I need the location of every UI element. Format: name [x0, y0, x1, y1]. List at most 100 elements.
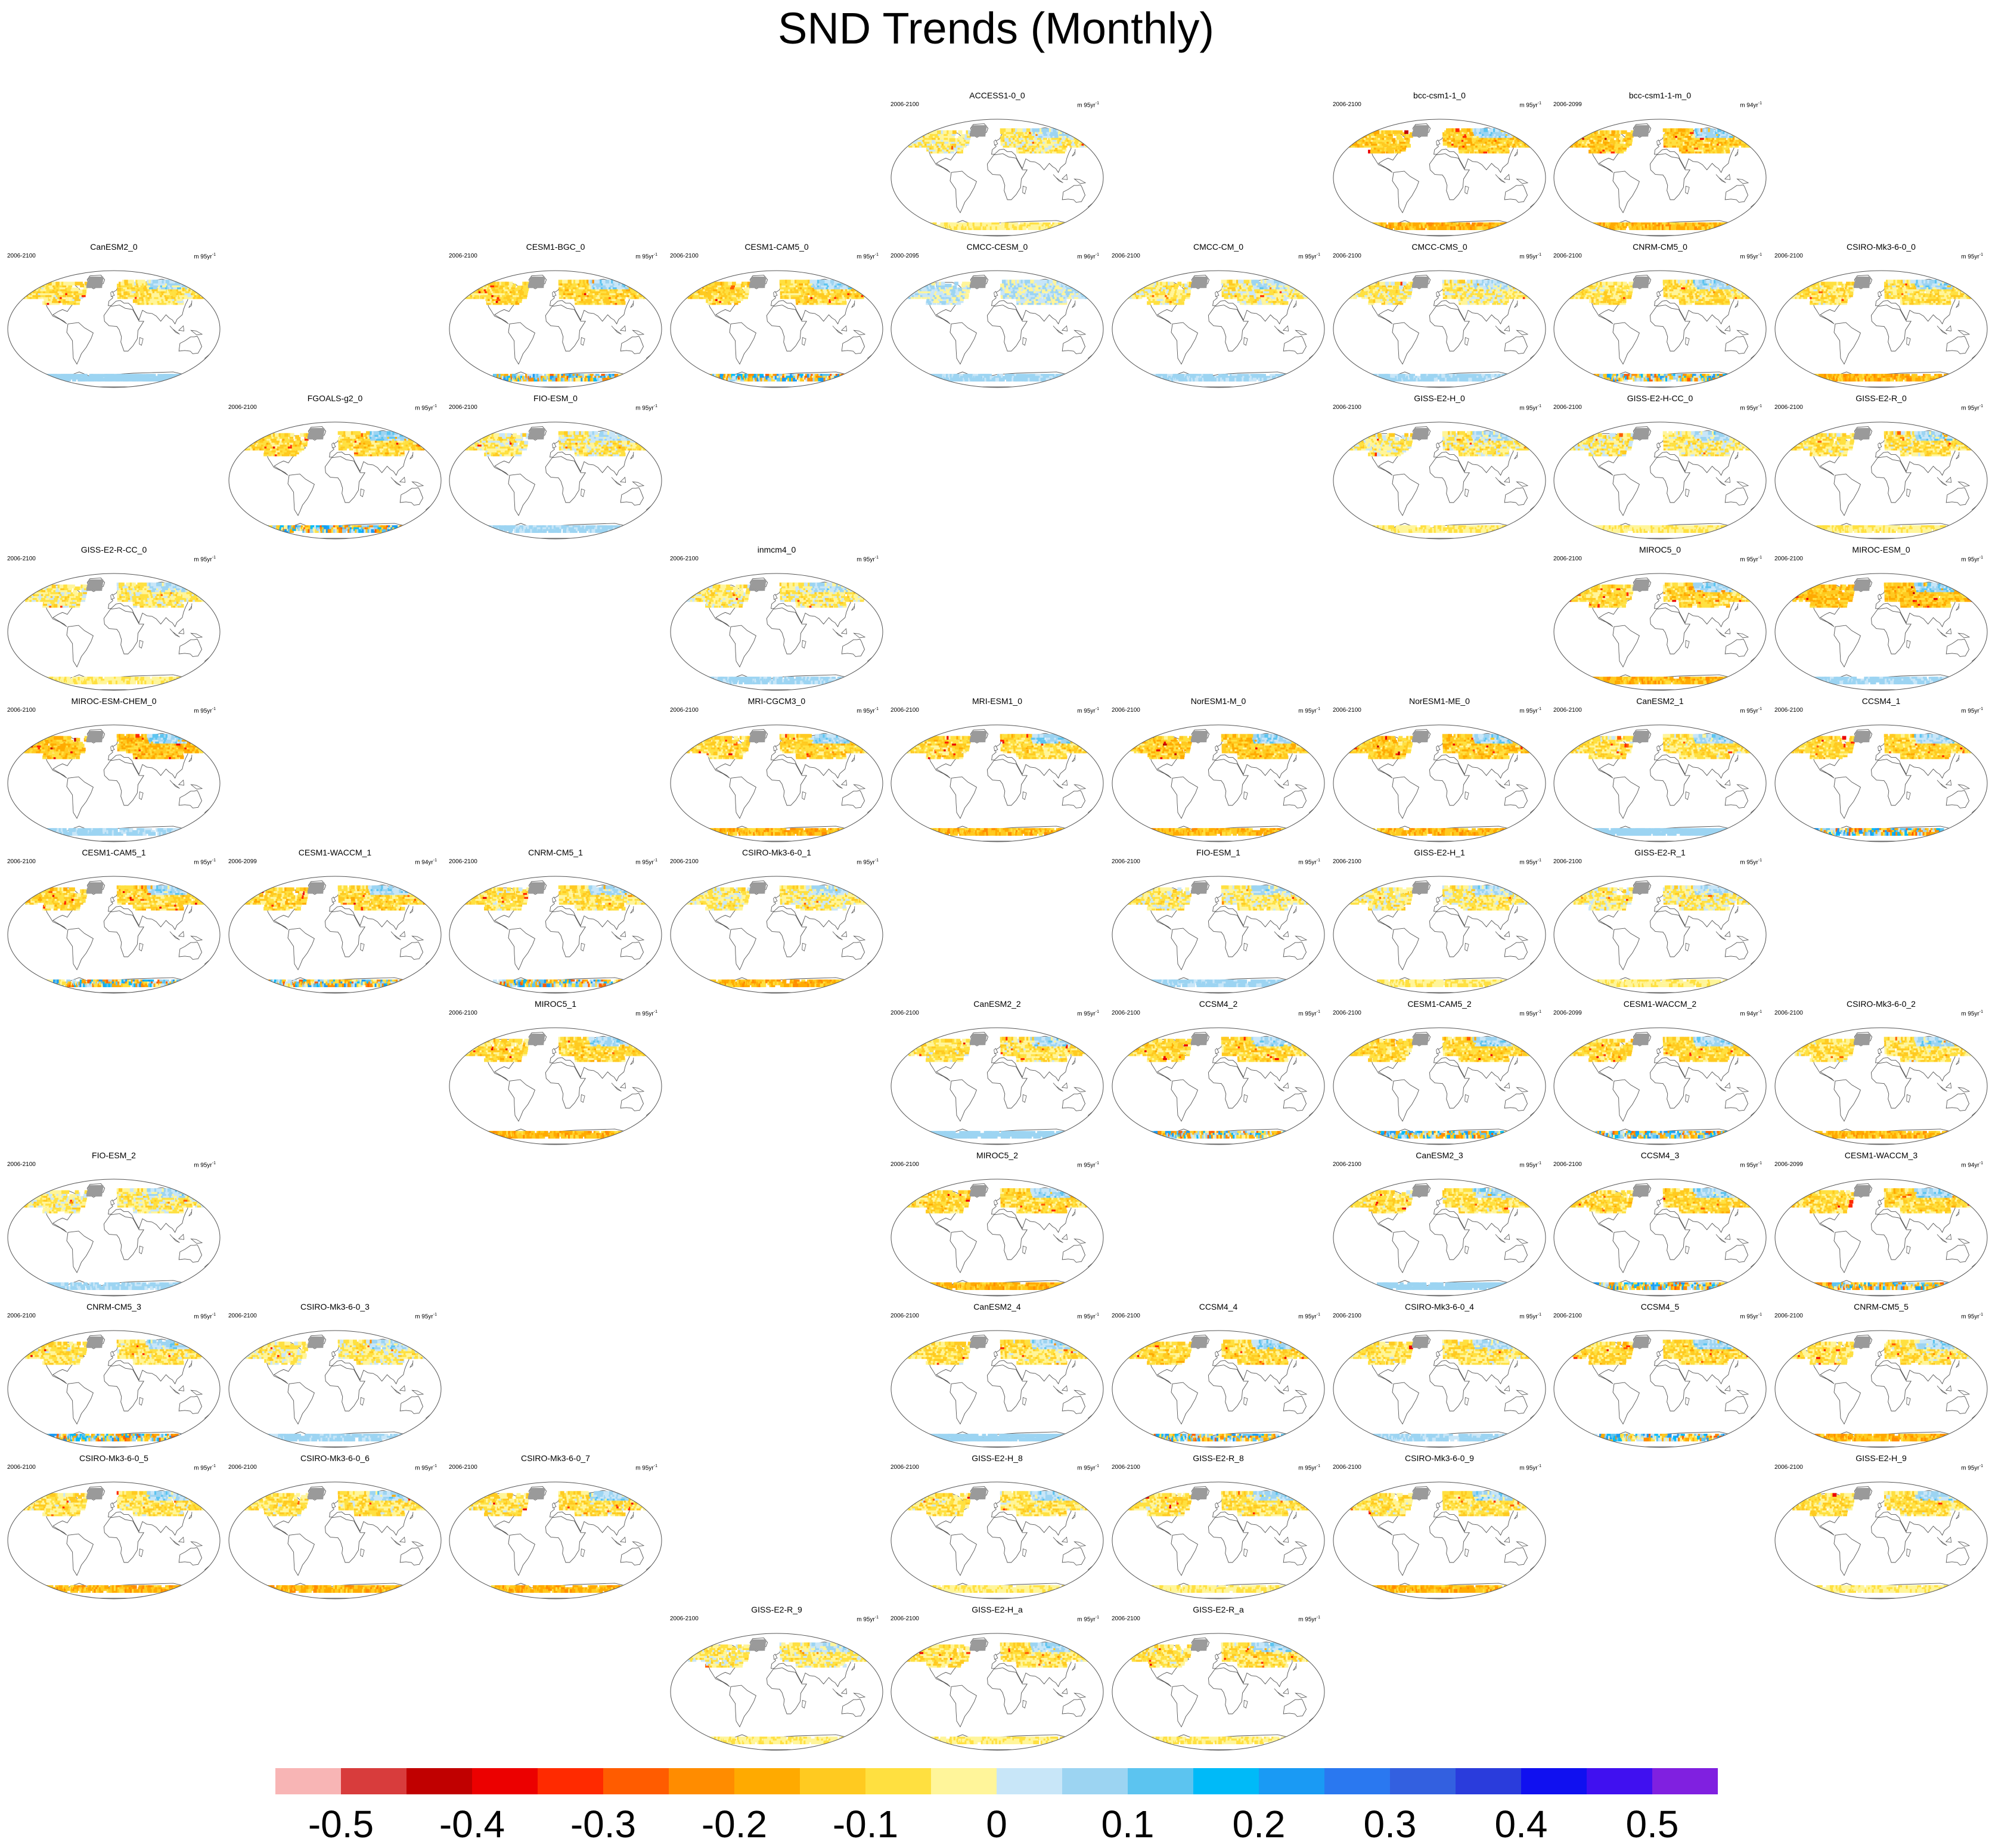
trend-cell: [181, 377, 185, 382]
trend-cell: [799, 295, 804, 299]
trend-cell: [930, 132, 934, 136]
masked-cell: [96, 284, 100, 289]
trend-cell: [1512, 128, 1516, 132]
trend-cell: [953, 289, 958, 293]
trend-cell: [813, 280, 818, 284]
trend-cell: [615, 289, 619, 293]
masked-cell: [982, 129, 986, 133]
trend-cell: [740, 283, 745, 287]
masked-cell: [982, 131, 986, 135]
trend-cell: [38, 281, 42, 286]
trend-cell: [823, 301, 827, 305]
trend-cell: [1641, 222, 1645, 227]
trend-cell: [1694, 138, 1699, 142]
trend-cell: [923, 136, 928, 140]
trend-cell: [704, 286, 709, 290]
trend-cell: [523, 295, 527, 299]
trend-cell: [507, 297, 511, 301]
trend-cell: [811, 291, 816, 296]
trend-cell: [127, 289, 132, 293]
trend-cell: [1593, 138, 1597, 142]
trend-cell: [1637, 222, 1642, 227]
trend-cell: [489, 293, 494, 297]
trend-cell: [42, 295, 46, 299]
trend-cell: [1515, 142, 1520, 146]
trend-cell: [921, 295, 926, 299]
trend-cell: [59, 297, 63, 301]
trend-cell: [196, 281, 200, 286]
trend-cell: [1613, 148, 1618, 152]
panel-title: ACCESS1-0_0: [887, 91, 1107, 100]
trend-cell: [75, 293, 79, 297]
trend-cell: [1735, 136, 1739, 140]
trend-cell: [1393, 224, 1397, 228]
trend-cell: [1633, 226, 1637, 230]
trend-cell: [916, 142, 920, 146]
trend-cell: [859, 287, 864, 292]
trend-cell: [908, 139, 913, 144]
trend-cell: [1399, 139, 1404, 144]
trend-cell: [1052, 138, 1057, 142]
trend-cell: [1607, 145, 1612, 150]
trend-cell: [786, 295, 791, 299]
trend-cell: [67, 376, 72, 380]
trend-cell: [1742, 136, 1747, 140]
trend-cell: [1515, 222, 1520, 227]
trend-cell: [497, 301, 502, 305]
trend-cell: [848, 293, 852, 297]
trend-cell: [713, 377, 718, 382]
trend-cell: [1752, 142, 1757, 146]
trend-cell: [603, 299, 607, 303]
masked-cell: [1420, 133, 1424, 137]
trend-cell: [1071, 130, 1076, 134]
masked-cell: [92, 282, 97, 286]
trend-cell: [188, 374, 192, 378]
trend-cell: [619, 289, 623, 293]
trend-cell: [733, 289, 737, 293]
trend-cell: [477, 291, 482, 296]
trend-cell: [731, 295, 736, 299]
trend-cell: [1451, 138, 1456, 142]
trend-cell: [631, 280, 636, 284]
trend-cell: [134, 295, 139, 299]
trend-cell: [1459, 150, 1463, 154]
trend-cell: [918, 142, 922, 146]
trend-cell: [1740, 142, 1745, 146]
trend-cell: [807, 301, 811, 305]
trend-cell: [612, 287, 616, 292]
continent-outline: [841, 336, 865, 354]
trend-cell: [1698, 136, 1702, 140]
trend-cell: [1596, 145, 1601, 150]
trend-cell: [1680, 144, 1685, 148]
trend-cell: [52, 291, 57, 296]
trend-cell: [119, 374, 124, 378]
trend-cell: [1370, 224, 1375, 228]
trend-cell: [1037, 142, 1041, 146]
trend-cell: [782, 376, 786, 380]
trend-cell: [824, 299, 829, 303]
trend-cell: [179, 293, 184, 297]
trend-cell: [1401, 222, 1406, 227]
trend-cell: [72, 377, 76, 382]
trend-cell: [501, 297, 505, 301]
trend-cell: [504, 299, 509, 303]
trend-cell: [1021, 138, 1025, 142]
trend-cell: [944, 301, 948, 305]
trend-cell: [1751, 139, 1756, 144]
trend-cell: [1062, 138, 1067, 142]
trend-cell: [1052, 130, 1056, 134]
trend-cell: [80, 289, 85, 293]
trend-cell: [48, 287, 52, 292]
trend-cell: [839, 377, 844, 382]
trend-cell: [944, 299, 948, 303]
trend-cell: [510, 301, 515, 305]
trend-cell: [199, 283, 204, 287]
panel-period: 2006-2100: [1333, 101, 1361, 108]
trend-cell: [923, 144, 928, 148]
trend-cell: [833, 301, 838, 305]
trend-cell: [724, 286, 728, 290]
trend-cell: [847, 287, 851, 292]
trend-cell: [1056, 150, 1061, 154]
masked-cell: [1634, 133, 1639, 137]
masked-cell: [1632, 133, 1637, 137]
